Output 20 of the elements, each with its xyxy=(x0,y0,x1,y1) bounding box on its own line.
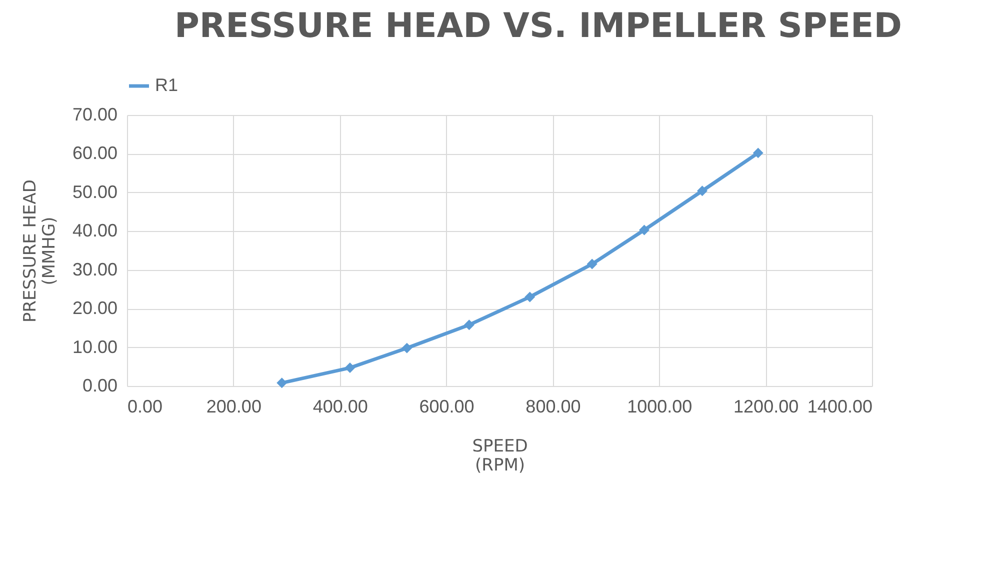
x-tick-label: 1200.00 xyxy=(734,396,799,416)
chart-title: PRESSURE HEAD VS. IMPELLER SPEED xyxy=(174,6,902,46)
x-tick-label: 600.00 xyxy=(419,396,474,416)
x-tick-label: 200.00 xyxy=(206,396,262,416)
y-tick-label: 20.00 xyxy=(72,298,118,318)
y-tick-label: 70.00 xyxy=(72,104,118,124)
x-tick-label: 800.00 xyxy=(526,396,581,416)
y-tick-label: 50.00 xyxy=(72,182,118,202)
y-tick-label: 30.00 xyxy=(72,259,118,280)
y-tick-label: 0.00 xyxy=(82,376,118,396)
y-axis-title: PRESSURE HEAD (MMHG) xyxy=(20,179,60,323)
y-tick-label: 40.00 xyxy=(72,220,118,241)
y-tick-label: 10.00 xyxy=(72,336,118,357)
y-tick-label: 60.00 xyxy=(72,143,118,164)
x-tick-label: 1000.00 xyxy=(627,396,692,416)
x-tick-label: 0.00 xyxy=(128,396,163,416)
x-axis-title: SPEED (RPM) xyxy=(472,436,528,476)
legend-label: R1 xyxy=(155,75,178,95)
x-tick-label: 400.00 xyxy=(312,396,368,416)
x-tick-label: 1400.00 xyxy=(807,396,872,416)
